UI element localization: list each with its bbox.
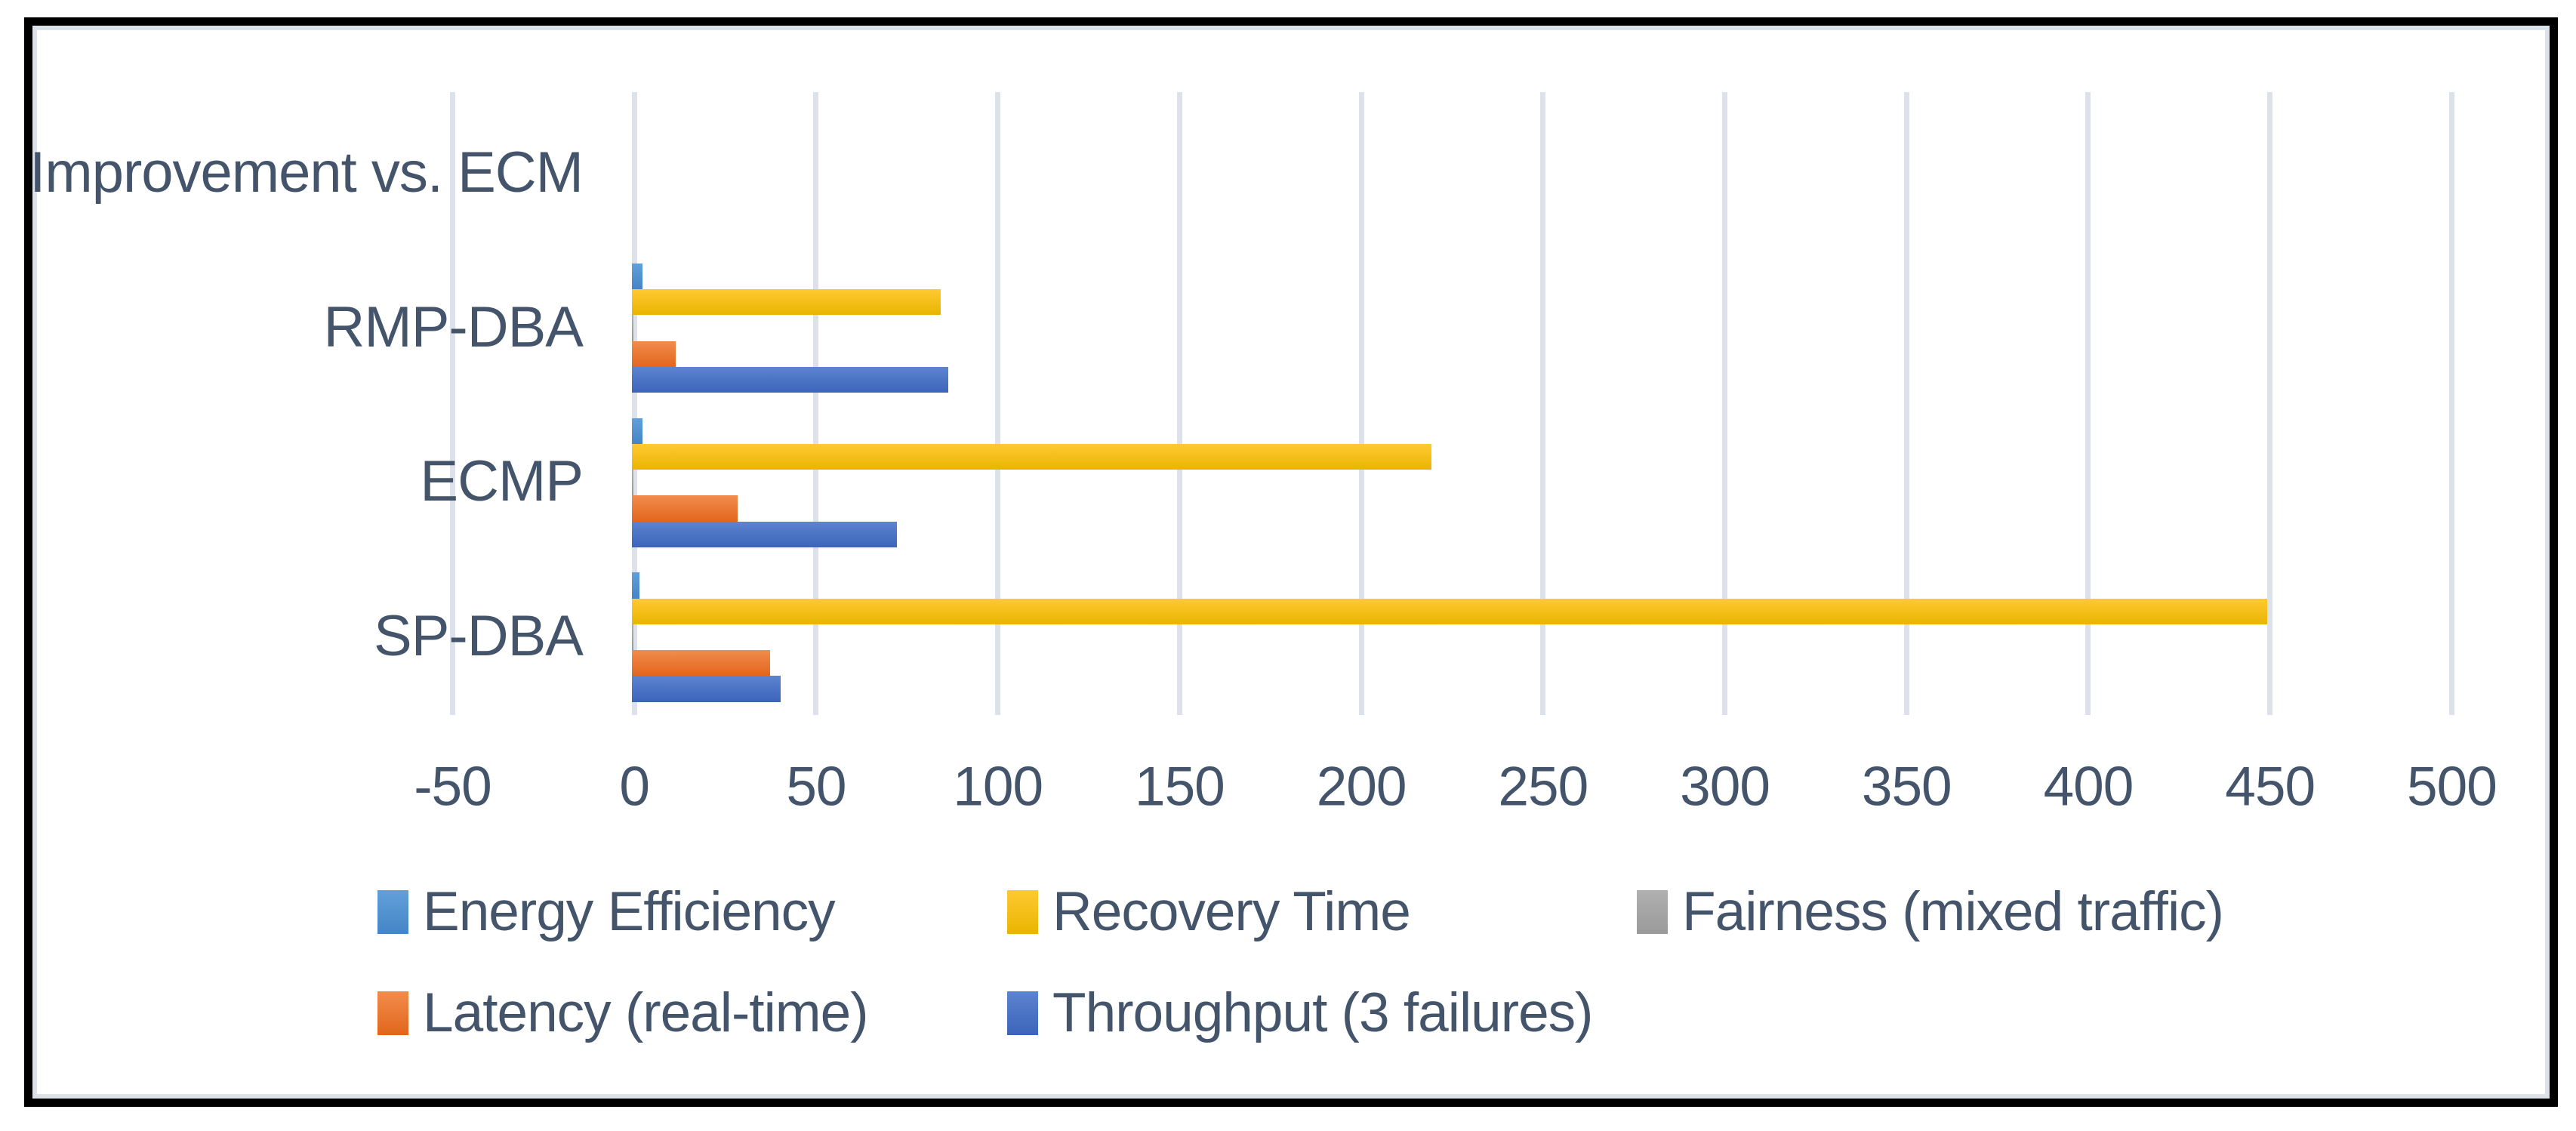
x-tick-label: 450 [2225, 756, 2316, 818]
gridline [1540, 92, 1546, 715]
legend-item: Recovery Time [1007, 880, 1411, 943]
bar-energy-efficiency-sp-dba [631, 572, 639, 599]
bar-energy-efficiency-ecmp [631, 418, 643, 444]
bar-recovery-time-ecmp [631, 443, 1432, 470]
legend-item: Latency (real-time) [377, 982, 869, 1044]
legend-label: Throughput (3 failures) [1052, 982, 1593, 1043]
gridline [813, 92, 819, 715]
gridline [2085, 92, 2091, 715]
x-tick-label: 400 [2043, 756, 2134, 818]
category-label: ECMP [420, 449, 584, 514]
legend-swatch-energy-efficiency [377, 889, 408, 934]
category-label: Improvement vs. ECM [29, 140, 584, 205]
gridline [450, 92, 455, 715]
legend-label: Energy Efficiency [423, 881, 836, 942]
x-tick-label: 500 [2407, 756, 2497, 818]
legend-label: Latency (real-time) [423, 982, 869, 1043]
bar-energy-efficiency-rmp-dba [631, 263, 643, 290]
gridline [1176, 92, 1182, 715]
bar-recovery-time-rmp-dba [631, 289, 941, 316]
gridline [631, 92, 637, 715]
x-tick-label: 50 [786, 756, 846, 818]
category-label: SP-DBA [374, 603, 584, 668]
x-tick-label: 300 [1680, 756, 1770, 818]
legend-label: Recovery Time [1052, 881, 1411, 942]
bar-recovery-time-sp-dba [631, 598, 2268, 624]
gridline [1358, 92, 1364, 715]
bar-latency-real-time-sp-dba [631, 650, 770, 676]
gridline [2267, 92, 2273, 715]
legend-item: Throughput (3 failures) [1007, 982, 1593, 1044]
bar-throughput-3-failures-ecmp [631, 521, 898, 547]
bar-throughput-3-failures-sp-dba [631, 676, 781, 702]
x-tick-label: 200 [1316, 756, 1407, 818]
legend-swatch-throughput-3-failures [1007, 991, 1038, 1035]
gridline [2448, 92, 2454, 715]
x-tick-label: 150 [1134, 756, 1225, 818]
legend-swatch-recovery-time [1007, 889, 1038, 934]
gridline [1903, 92, 1909, 715]
x-tick-label: 350 [1861, 756, 1952, 818]
legend-swatch-fairness-mixed-traffic [1637, 889, 1668, 934]
gridline [995, 92, 1001, 715]
gridline [1722, 92, 1728, 715]
x-tick-label: 0 [619, 756, 650, 818]
legend-item: Fairness (mixed traffic) [1637, 880, 2224, 943]
x-tick-label: 250 [1498, 756, 1588, 818]
legend-item: Energy Efficiency [377, 880, 836, 943]
x-tick-label: -50 [414, 756, 492, 818]
legend-swatch-latency-real-time [377, 991, 408, 1035]
legend-label: Fairness (mixed traffic) [1682, 881, 2224, 942]
bar-fairness-mixed-traffic-ecmp [631, 470, 634, 496]
x-tick-label: 100 [953, 756, 1043, 818]
bar-latency-real-time-rmp-dba [631, 341, 676, 367]
bar-fairness-mixed-traffic-rmp-dba [631, 315, 634, 341]
bar-fairness-mixed-traffic-sp-dba [631, 624, 634, 651]
bar-latency-real-time-ecmp [631, 495, 738, 522]
bar-throughput-3-failures-rmp-dba [631, 366, 948, 393]
category-label: RMP-DBA [323, 294, 584, 359]
